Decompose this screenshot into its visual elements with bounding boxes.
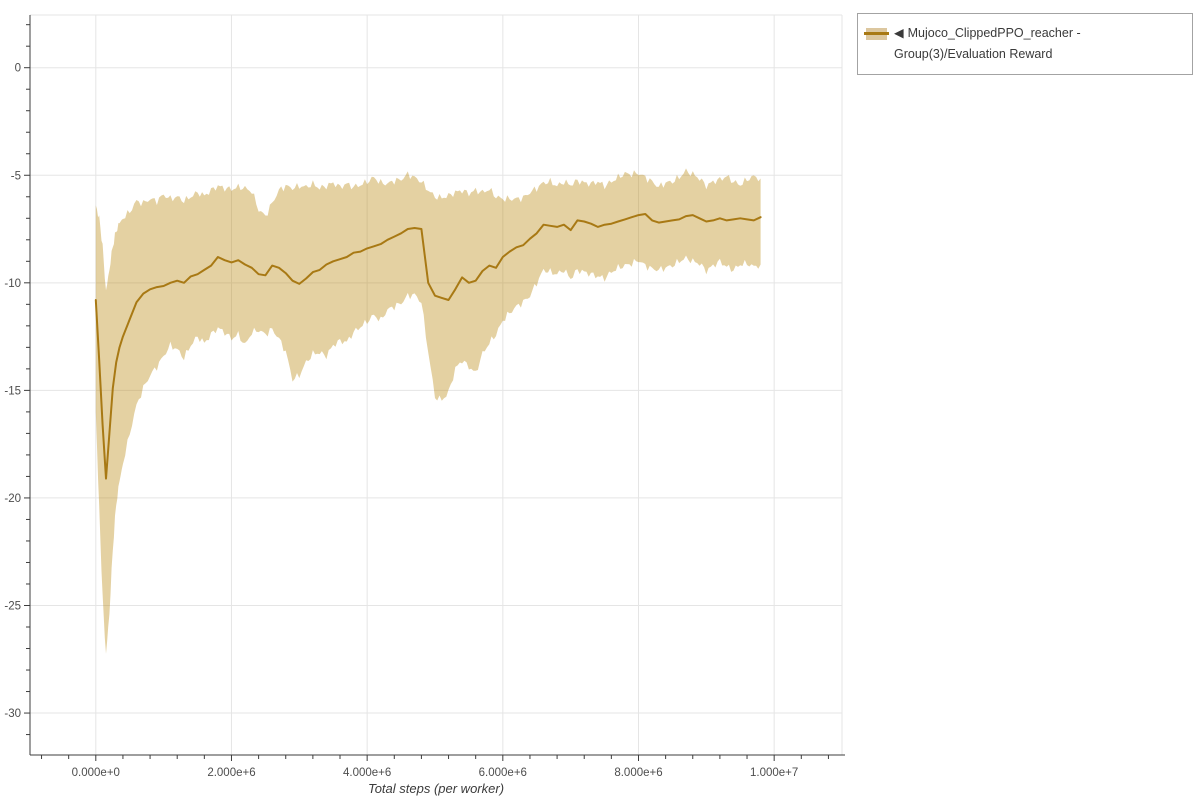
gridlines <box>30 14 843 755</box>
legend-line-swatch-icon <box>864 32 889 35</box>
legend-swatch <box>864 28 889 40</box>
y-tick-label: -25 <box>4 600 21 612</box>
legend: ◀ Mujoco_ClippedPPO_reacher - Group(3)/Ev… <box>857 13 1193 75</box>
y-tick-label: -10 <box>4 278 21 290</box>
axes: 0.000e+0 2.000e+6 4.000e+6 6.000e+6 8.000e+6… <box>4 15 845 796</box>
y-tick-label: -5 <box>11 170 21 182</box>
legend-selected-triangle-icon: ◀ <box>894 26 904 40</box>
y-tick-label: -30 <box>4 708 21 720</box>
x-tick-label: 8.000e+6 <box>614 767 662 779</box>
y-tick-label: -20 <box>4 493 21 505</box>
x-tick-label: 6.000e+6 <box>479 767 527 779</box>
confidence-band <box>95 168 761 654</box>
legend-label-text: Mujoco_ClippedPPO_reacher - Group(3)/Eva… <box>894 26 1081 61</box>
x-tick-label: 1.000e+7 <box>750 767 798 779</box>
x-tick-label: 4.000e+6 <box>343 767 391 779</box>
y-tick-label: -15 <box>4 385 21 397</box>
legend-item-evaluation-reward[interactable]: ◀ Mujoco_ClippedPPO_reacher - Group(3)/Ev… <box>864 23 1184 65</box>
x-tick-label: 2.000e+6 <box>207 767 255 779</box>
legend-label: ◀ Mujoco_ClippedPPO_reacher - Group(3)/Ev… <box>894 23 1184 65</box>
x-axis-title: Total steps (per worker) <box>368 781 504 796</box>
y-tick-label: 0 <box>15 63 21 75</box>
x-tick-label: 0.000e+0 <box>72 767 120 779</box>
mean-reward-line <box>94 213 762 480</box>
